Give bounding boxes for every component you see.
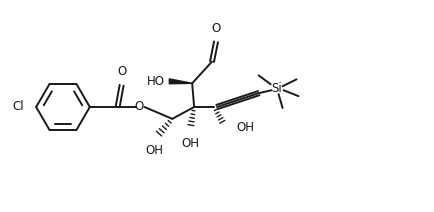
Text: OH: OH [181,137,199,150]
Text: OH: OH [145,145,164,158]
Text: HO: HO [147,75,165,88]
Text: O: O [117,65,126,78]
Text: Si: Si [271,82,282,95]
Polygon shape [169,79,192,84]
Text: O: O [211,22,220,35]
Text: OH: OH [236,121,254,134]
Text: O: O [135,100,144,113]
Text: Cl: Cl [13,100,24,113]
